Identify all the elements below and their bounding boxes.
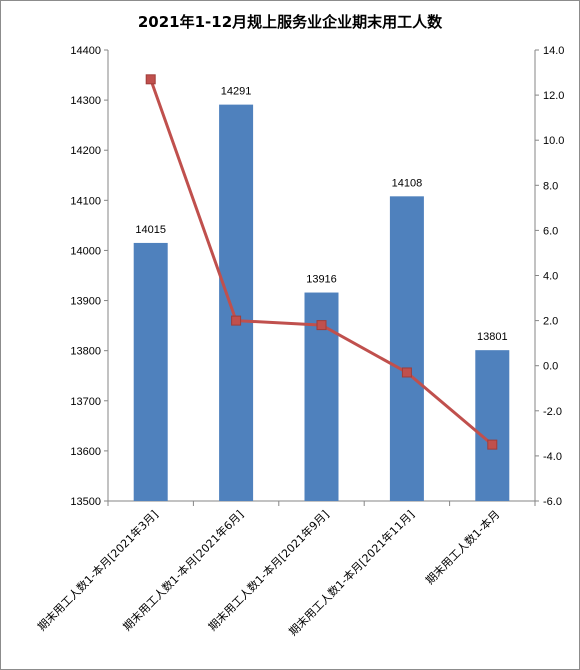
x-category-label: 期末用工人数1-本月	[423, 507, 503, 587]
bar	[219, 104, 254, 502]
line-marker	[145, 74, 156, 85]
line-marker	[401, 367, 412, 378]
line-marker	[316, 320, 327, 331]
y-left-tick-label: 14000	[70, 245, 101, 257]
y-right-tick-label: -4.0	[543, 451, 562, 463]
bar-data-label: 14108	[392, 177, 423, 189]
y-right-tick-label: 6.0	[543, 225, 558, 237]
y-left-tick-label: 13600	[70, 446, 101, 458]
y-left-tick-label: 14400	[70, 45, 101, 57]
bar	[389, 196, 424, 501]
y-right-tick-label: 4.0	[543, 271, 558, 283]
y-right-tick-label: 10.0	[543, 135, 564, 147]
y-left-tick-label: 13500	[70, 496, 101, 508]
bar-data-label: 13916	[306, 274, 337, 286]
y-right-tick-label: -6.0	[543, 496, 562, 508]
bar	[475, 350, 510, 501]
line-marker	[231, 315, 242, 326]
y-left-tick-label: 13700	[70, 396, 101, 408]
y-left-tick-label: 13800	[70, 346, 101, 358]
y-right-tick-label: 8.0	[543, 180, 558, 192]
y-right-tick-label: 12.0	[543, 90, 564, 102]
y-left-tick-label: 14200	[70, 145, 101, 157]
bar-data-label: 13801	[477, 331, 508, 343]
bar	[133, 242, 168, 501]
y-right-tick-label: 2.0	[543, 316, 558, 328]
bar-data-label: 14291	[221, 86, 252, 98]
y-right-tick-label: -2.0	[543, 406, 562, 418]
y-right-tick-label: 0.0	[543, 361, 558, 373]
y-left-tick-label: 14100	[70, 195, 101, 207]
bar-data-label: 14015	[135, 224, 166, 236]
y-left-tick-label: 14300	[70, 95, 101, 107]
line-marker	[487, 439, 498, 450]
y-right-tick-label: 14.0	[543, 45, 564, 57]
y-left-tick-label: 13900	[70, 296, 101, 308]
chart-title: 2021年1-12月规上服务业企业期末用工人数	[137, 13, 443, 31]
